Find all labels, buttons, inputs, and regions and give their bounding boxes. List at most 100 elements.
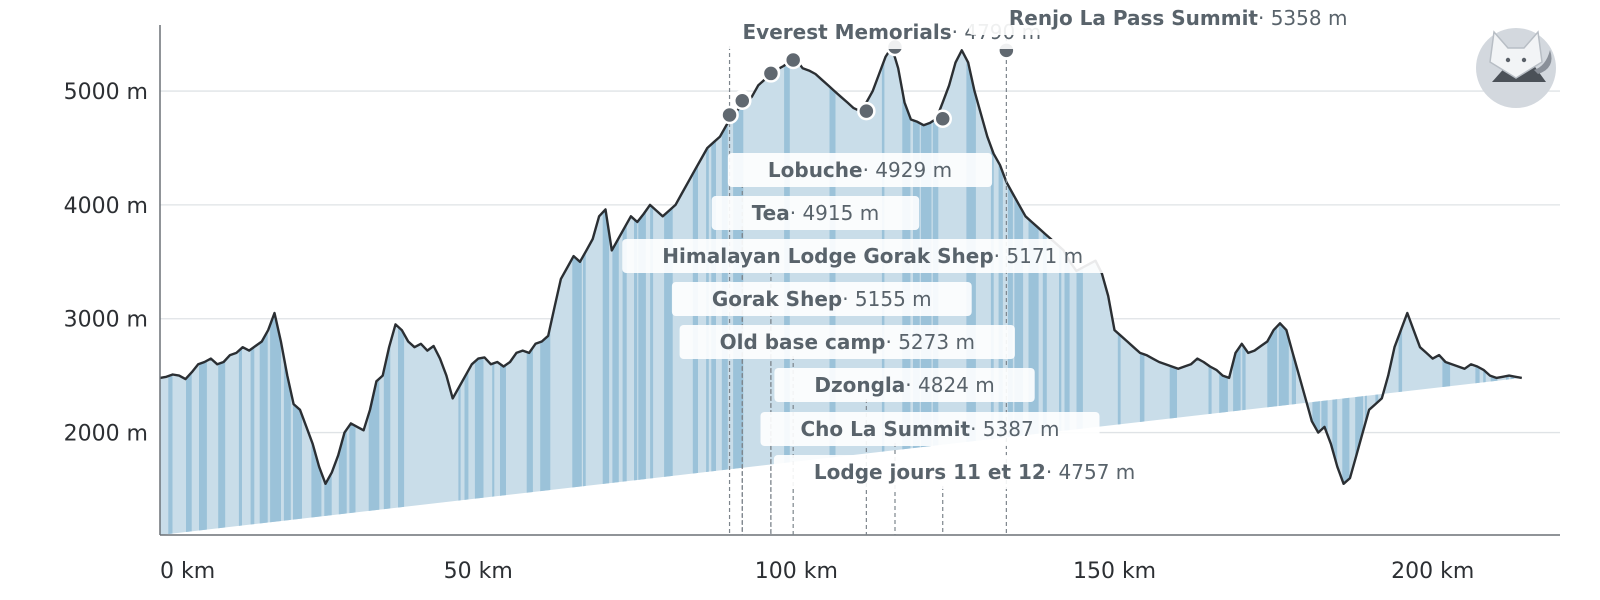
shade-stripe xyxy=(1342,47,1350,535)
shade-stripe xyxy=(1364,47,1367,535)
shade-stripe xyxy=(1278,47,1289,535)
shade-stripe xyxy=(293,47,302,535)
shade-stripe xyxy=(1291,47,1296,535)
shade-stripe xyxy=(540,47,551,535)
annotation-name: Tea xyxy=(752,201,790,225)
annotation-marker xyxy=(933,109,952,128)
shade-stripe xyxy=(492,47,495,535)
shade-stripe xyxy=(1219,47,1228,535)
y-tick-label-2000: 2000 m xyxy=(64,422,148,447)
annotation-name: Gorak Shep xyxy=(712,287,842,311)
annotation-label-box xyxy=(774,368,1035,402)
y-tick-label-5000: 5000 m xyxy=(64,80,148,105)
shade-stripe xyxy=(500,47,506,535)
shade-stripe xyxy=(1233,47,1241,535)
shade-stripe xyxy=(583,47,586,535)
shade-stripe xyxy=(186,47,192,535)
shade-stripe xyxy=(1064,47,1070,535)
x-tick-label-150: 150 km xyxy=(1073,559,1156,584)
annotation-label-text: Gorak Shep· 5155 m xyxy=(712,287,932,311)
shade-stripe xyxy=(368,47,380,535)
annotation-value: · 5155 m xyxy=(842,287,931,311)
annotation-label: Tea· 4915 m xyxy=(711,196,920,230)
shade-stripe xyxy=(1059,47,1062,535)
shade-stripe xyxy=(1208,47,1212,535)
shade-stripe xyxy=(634,47,638,535)
annotation-label-text: Tea· 4915 m xyxy=(752,201,880,225)
shade-stripe xyxy=(218,47,226,535)
annotation-value: · 5387 m xyxy=(970,417,1059,441)
shade-stripe xyxy=(664,47,673,535)
annotation-label-box xyxy=(671,282,972,316)
axes: 2000 m 3000 m 4000 m 5000 m 0 km 50 km 100 km 1… xyxy=(64,25,1560,584)
annotation-label-box xyxy=(622,239,1124,273)
shade-stripe xyxy=(1042,47,1047,535)
shade-stripe xyxy=(602,47,610,535)
y-tick-label-4000: 4000 m xyxy=(64,194,148,219)
shade-stripe xyxy=(1139,47,1145,535)
annotation-marker xyxy=(857,101,876,121)
annotation-labels: Everest Memorials· 4790 mRenjo La Pass S… xyxy=(622,1,1388,489)
annotation-name: Dzongla xyxy=(814,373,905,397)
annotation-value: · 4757 m xyxy=(1046,460,1135,484)
annotation-label-text: Lobuche· 4929 m xyxy=(768,158,952,182)
shade-stripe xyxy=(572,47,582,535)
shade-stripe xyxy=(526,47,533,535)
annotation-value: · 5171 m xyxy=(994,244,1083,268)
shade-stripe xyxy=(464,47,469,535)
shade-stripe xyxy=(1169,47,1177,535)
annotation-value: · 4915 m xyxy=(790,201,879,225)
annotation-label-text: Dzongla· 4824 m xyxy=(814,373,994,397)
shade-stripe xyxy=(1312,47,1320,535)
shade-stripe xyxy=(998,47,1003,535)
annotation-name: Old base camp xyxy=(720,330,886,354)
shade-stripe xyxy=(168,47,173,535)
annotation-name: Renjo La Pass Summit xyxy=(1009,6,1259,30)
x-tick-label-100: 100 km xyxy=(755,559,838,584)
x-tick-label-50: 50 km xyxy=(444,559,513,584)
annotation-label: Dzongla· 4824 m xyxy=(774,368,1035,402)
annotation-label: Himalayan Lodge Gorak Shep· 5171 m xyxy=(622,239,1124,273)
shade-stripe xyxy=(1321,47,1328,535)
shade-stripe xyxy=(338,47,347,535)
annotation-label-text: Himalayan Lodge Gorak Shep· 5171 m xyxy=(662,244,1083,268)
y-tick-label-3000: 3000 m xyxy=(64,308,148,333)
x-tick-label-200: 200 km xyxy=(1391,559,1474,584)
shade-stripe xyxy=(458,47,461,535)
shade-stripe xyxy=(1267,47,1278,535)
annotation-value: · 4824 m xyxy=(905,373,994,397)
annotation-name: Lobuche xyxy=(768,158,863,182)
annotation-label-box xyxy=(968,1,1388,35)
annotation-label: Gorak Shep· 5155 m xyxy=(671,282,972,316)
annotation-marker xyxy=(733,91,752,110)
annotation-name: Everest Memorials xyxy=(743,20,952,44)
annotation-label: Renjo La Pass Summit· 5358 m xyxy=(968,1,1388,35)
annotation-label-text: Cho La Summit· 5387 m xyxy=(801,417,1060,441)
shade-stripe xyxy=(1014,47,1024,535)
elevation-line xyxy=(159,45,1523,485)
annotation-label: Lobuche· 4929 m xyxy=(727,153,993,187)
annotation-name: Lodge jours 11 et 12 xyxy=(814,460,1046,484)
annotation-marker xyxy=(720,105,739,125)
annotation-name: Himalayan Lodge Gorak Shep xyxy=(662,244,993,268)
shade-stripe xyxy=(238,47,242,535)
shade-stripe xyxy=(612,47,619,535)
annotation-marker xyxy=(761,64,781,83)
shade-stripe xyxy=(324,47,332,535)
shade-stripe xyxy=(1398,47,1403,535)
annotation-value: · 5358 m xyxy=(1258,6,1347,30)
shade-stripe xyxy=(622,47,627,535)
annotation-value: · 5273 m xyxy=(885,330,974,354)
annotation-label: Cho La Summit· 5387 m xyxy=(760,412,1100,446)
annotation-name: Cho La Summit xyxy=(801,417,971,441)
fox-mountain-logo-icon xyxy=(1476,28,1556,108)
shade-stripe xyxy=(259,47,268,535)
shade-stripe xyxy=(474,47,484,535)
annotation-label-text: Old base camp· 5273 m xyxy=(720,330,975,354)
shade-stripe xyxy=(638,47,646,535)
shade-stripe xyxy=(990,47,994,535)
shade-stripe xyxy=(1028,47,1039,535)
shade-stripe xyxy=(349,47,356,535)
annotation-marker xyxy=(783,50,803,70)
